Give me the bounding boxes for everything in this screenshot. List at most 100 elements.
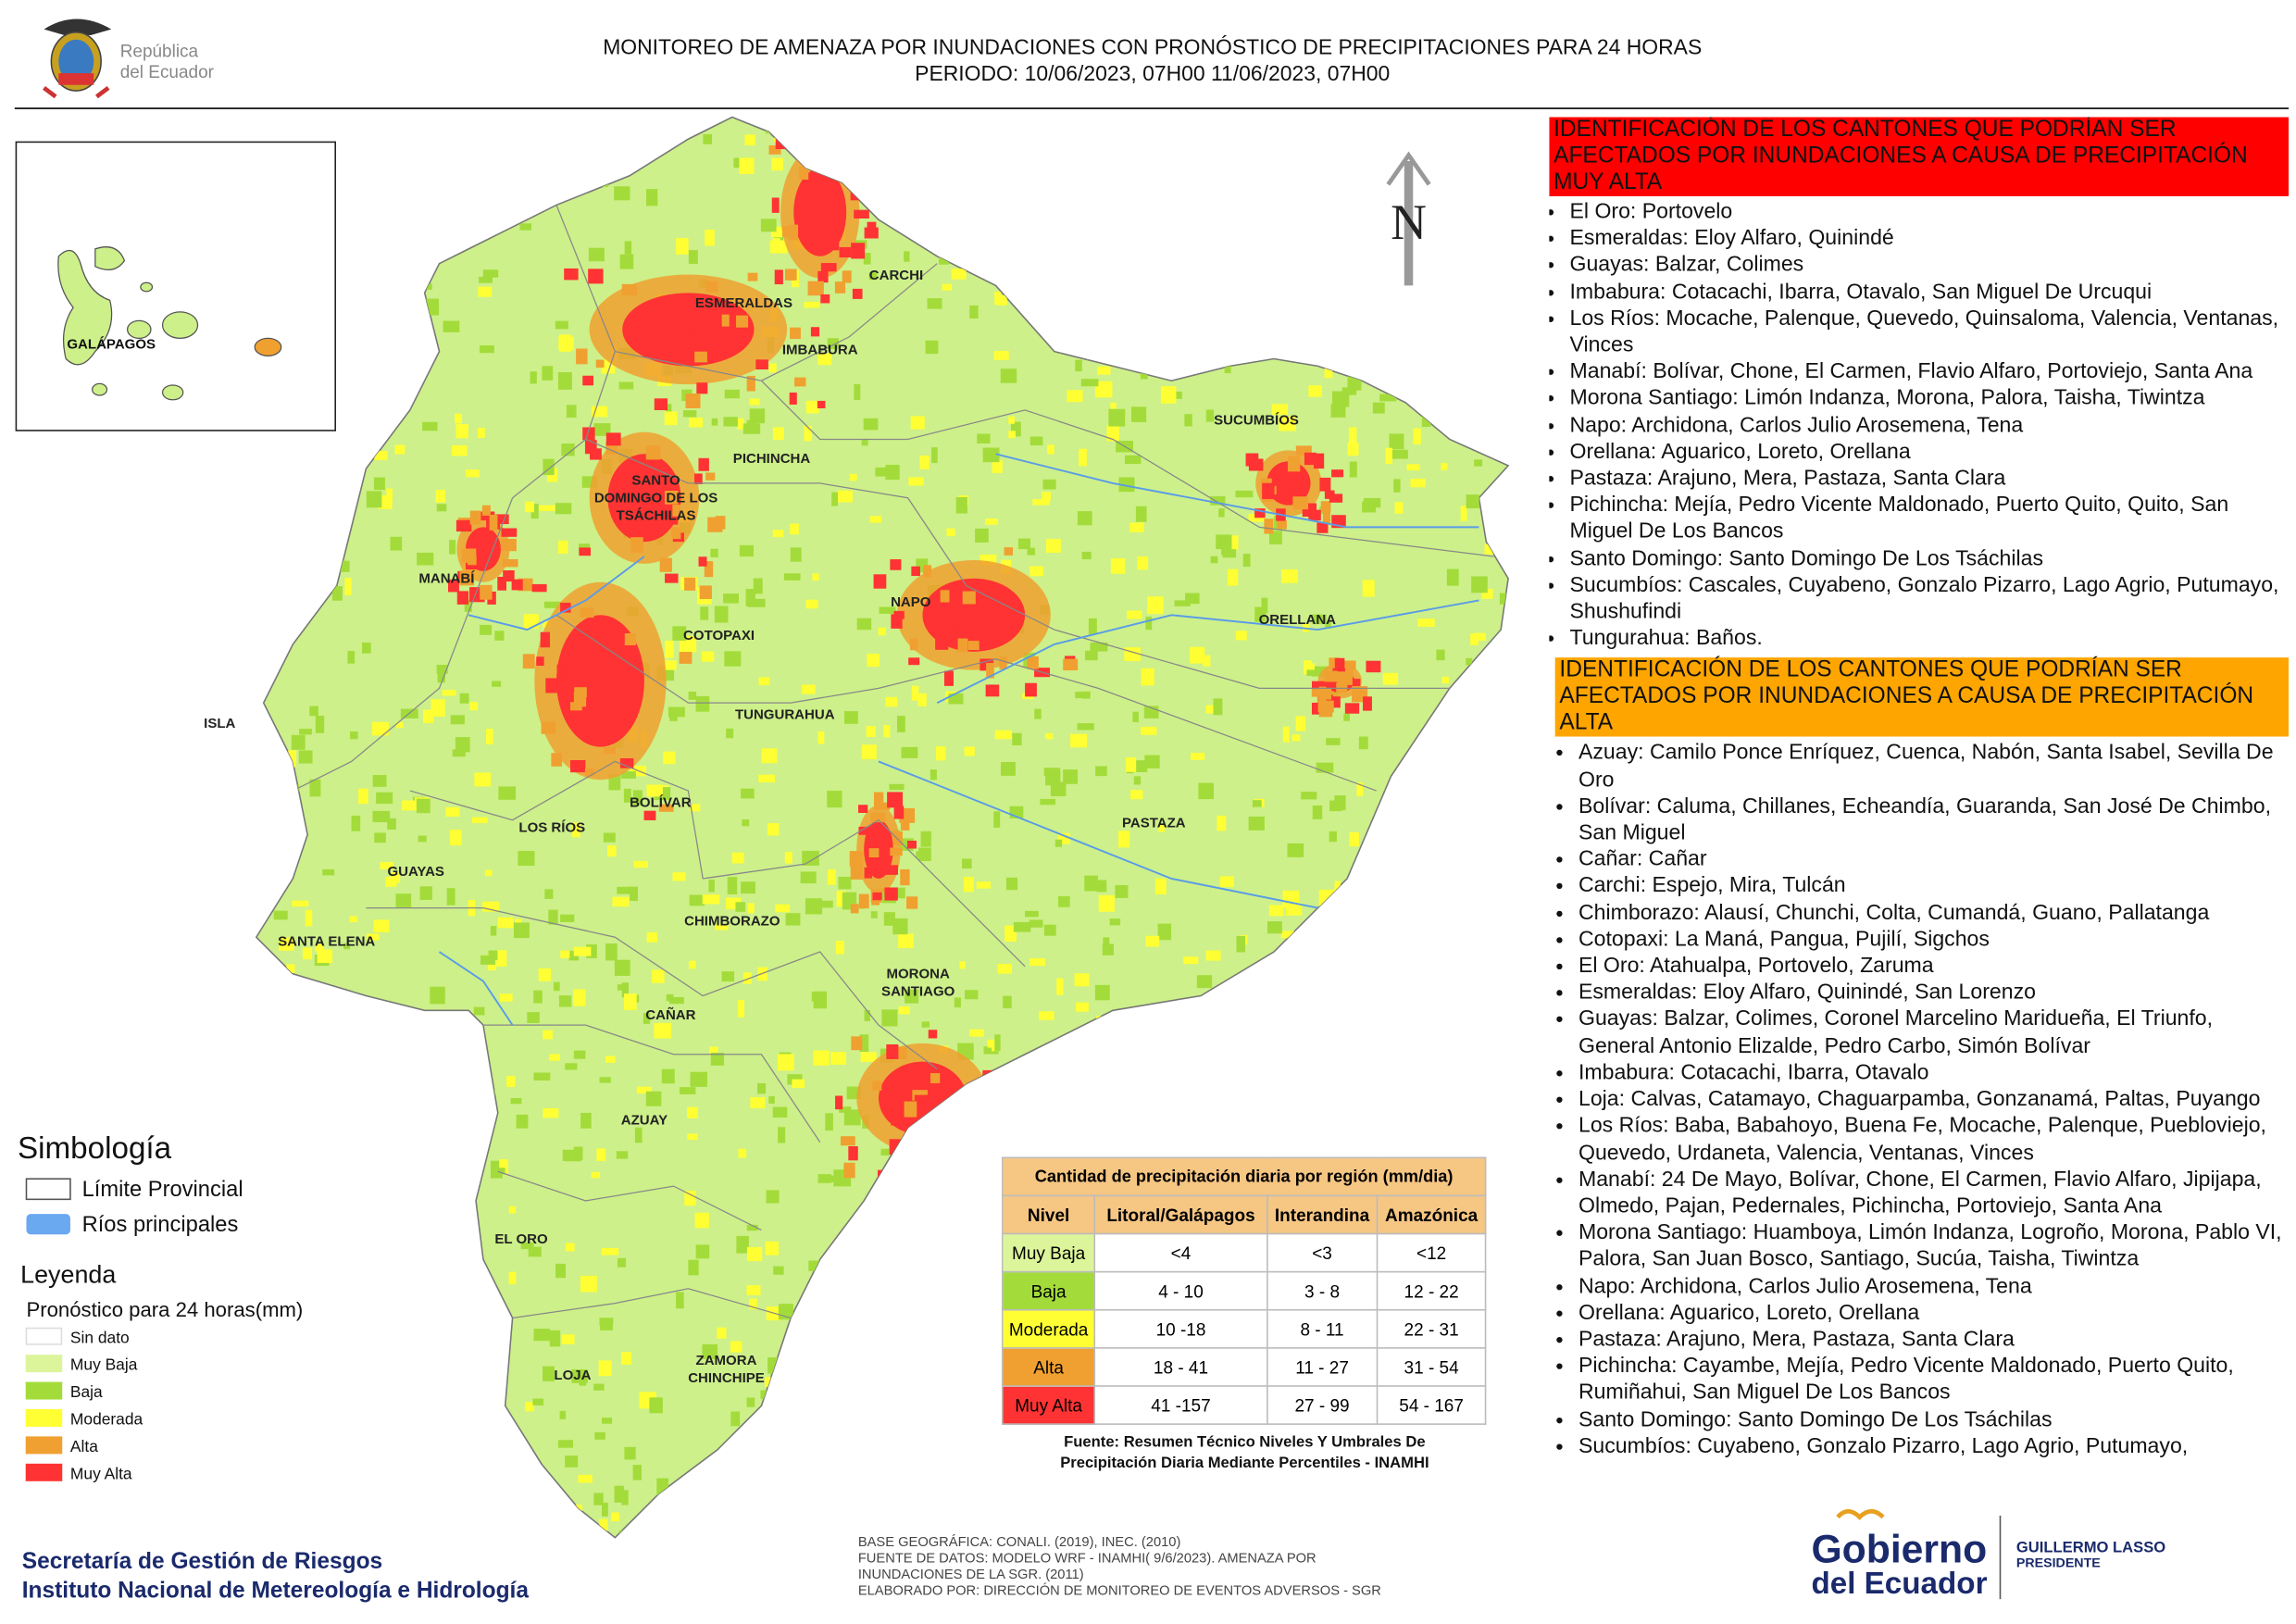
patch bbox=[768, 1095, 775, 1104]
canton-item: Sucumbíos: Cuyabeno, Gonzalo Pizarro, La… bbox=[1578, 1433, 2289, 1460]
patch bbox=[1076, 1002, 1089, 1012]
patch bbox=[1394, 502, 1404, 514]
patch bbox=[612, 896, 630, 907]
patch bbox=[789, 1321, 803, 1339]
patch bbox=[721, 971, 735, 982]
patch bbox=[477, 1276, 489, 1285]
patch bbox=[1331, 469, 1344, 478]
patch bbox=[1287, 843, 1304, 857]
patch bbox=[1398, 1080, 1416, 1092]
patch bbox=[376, 792, 393, 805]
patch bbox=[455, 424, 469, 439]
patch bbox=[1428, 839, 1436, 848]
patch bbox=[1098, 894, 1115, 912]
patch bbox=[558, 336, 574, 351]
patch bbox=[1042, 479, 1056, 490]
patch bbox=[1047, 444, 1054, 455]
patch bbox=[684, 1191, 696, 1206]
patch bbox=[619, 757, 634, 768]
patch bbox=[768, 144, 781, 155]
patch bbox=[1265, 1482, 1273, 1493]
patch bbox=[1427, 1022, 1441, 1037]
patch bbox=[985, 684, 1000, 697]
credit-line: BASE GEOGRÁFICA: CONALI. (2019), INEC. (… bbox=[858, 1534, 1181, 1550]
patch bbox=[1010, 421, 1021, 437]
patch bbox=[620, 510, 629, 525]
patch bbox=[665, 640, 674, 658]
patch bbox=[1291, 1051, 1305, 1062]
patch bbox=[1318, 702, 1333, 718]
patch bbox=[1349, 461, 1357, 478]
patch bbox=[1293, 899, 1300, 913]
province-label: NAPO bbox=[891, 594, 931, 610]
patch bbox=[1057, 896, 1070, 907]
patch bbox=[892, 1266, 907, 1280]
patch bbox=[1506, 1350, 1509, 1367]
patch bbox=[482, 269, 499, 278]
patch bbox=[965, 1264, 981, 1278]
patch bbox=[887, 130, 904, 137]
patch bbox=[1358, 1113, 1373, 1121]
patch bbox=[634, 1127, 643, 1143]
patch bbox=[436, 504, 447, 512]
patch bbox=[831, 492, 839, 506]
patch bbox=[1329, 696, 1341, 708]
patch bbox=[285, 1528, 298, 1538]
province-label: LOS RÍOS bbox=[518, 819, 585, 835]
patch bbox=[1275, 996, 1282, 1015]
patch bbox=[286, 964, 295, 973]
patch bbox=[940, 590, 950, 603]
patch bbox=[619, 254, 634, 269]
patch bbox=[451, 1515, 463, 1522]
patch bbox=[738, 1148, 747, 1158]
patch bbox=[561, 443, 575, 456]
table-header-row: Nivel Litoral/Galápagos Interandina Amazóni… bbox=[1001, 1194, 1487, 1235]
patch bbox=[645, 1517, 664, 1530]
patch bbox=[767, 822, 780, 836]
patch bbox=[835, 941, 844, 955]
patch bbox=[1295, 716, 1306, 731]
canton-lists: IDENTIFICACIÓN DE LOS CANTONES QUE PODRÍ… bbox=[1549, 117, 2290, 1460]
patch bbox=[621, 1352, 632, 1365]
patch bbox=[710, 548, 718, 557]
patch bbox=[866, 190, 882, 199]
patch bbox=[494, 631, 505, 641]
patch bbox=[522, 654, 535, 669]
province-label: ESMERALDAS bbox=[695, 295, 792, 311]
patch bbox=[1004, 547, 1014, 556]
canton-item: Santo Domingo: Santo Domingo De Los Tsác… bbox=[1578, 1406, 2289, 1433]
patch bbox=[749, 398, 760, 406]
patch bbox=[1068, 242, 1087, 256]
patch bbox=[387, 818, 396, 830]
patch bbox=[730, 1411, 741, 1427]
patch bbox=[994, 292, 1002, 306]
logo-text: del Ecuador bbox=[120, 63, 214, 82]
patch bbox=[1235, 490, 1254, 498]
patch bbox=[288, 750, 296, 768]
patch bbox=[371, 721, 389, 736]
patch bbox=[986, 663, 994, 679]
patch bbox=[864, 867, 872, 879]
patch bbox=[1226, 1133, 1239, 1141]
patch bbox=[347, 651, 356, 664]
patch bbox=[1455, 1088, 1467, 1104]
patch bbox=[1028, 1144, 1041, 1156]
patch bbox=[1070, 733, 1088, 748]
patch bbox=[538, 968, 552, 981]
patch bbox=[456, 1167, 468, 1181]
patch bbox=[1306, 668, 1316, 677]
patch bbox=[685, 394, 701, 408]
province-label: MORONA bbox=[886, 967, 950, 982]
patch bbox=[1326, 738, 1341, 745]
patch bbox=[451, 1362, 462, 1376]
patch bbox=[749, 408, 766, 424]
patch bbox=[373, 477, 385, 491]
patch bbox=[715, 924, 729, 931]
patch bbox=[269, 1429, 281, 1444]
patch bbox=[1362, 580, 1375, 597]
province-label: SANTO bbox=[631, 473, 680, 489]
legend-title: Leyenda bbox=[20, 1260, 116, 1288]
patch bbox=[1481, 589, 1493, 599]
patch bbox=[389, 1280, 404, 1292]
patch bbox=[1446, 201, 1456, 209]
